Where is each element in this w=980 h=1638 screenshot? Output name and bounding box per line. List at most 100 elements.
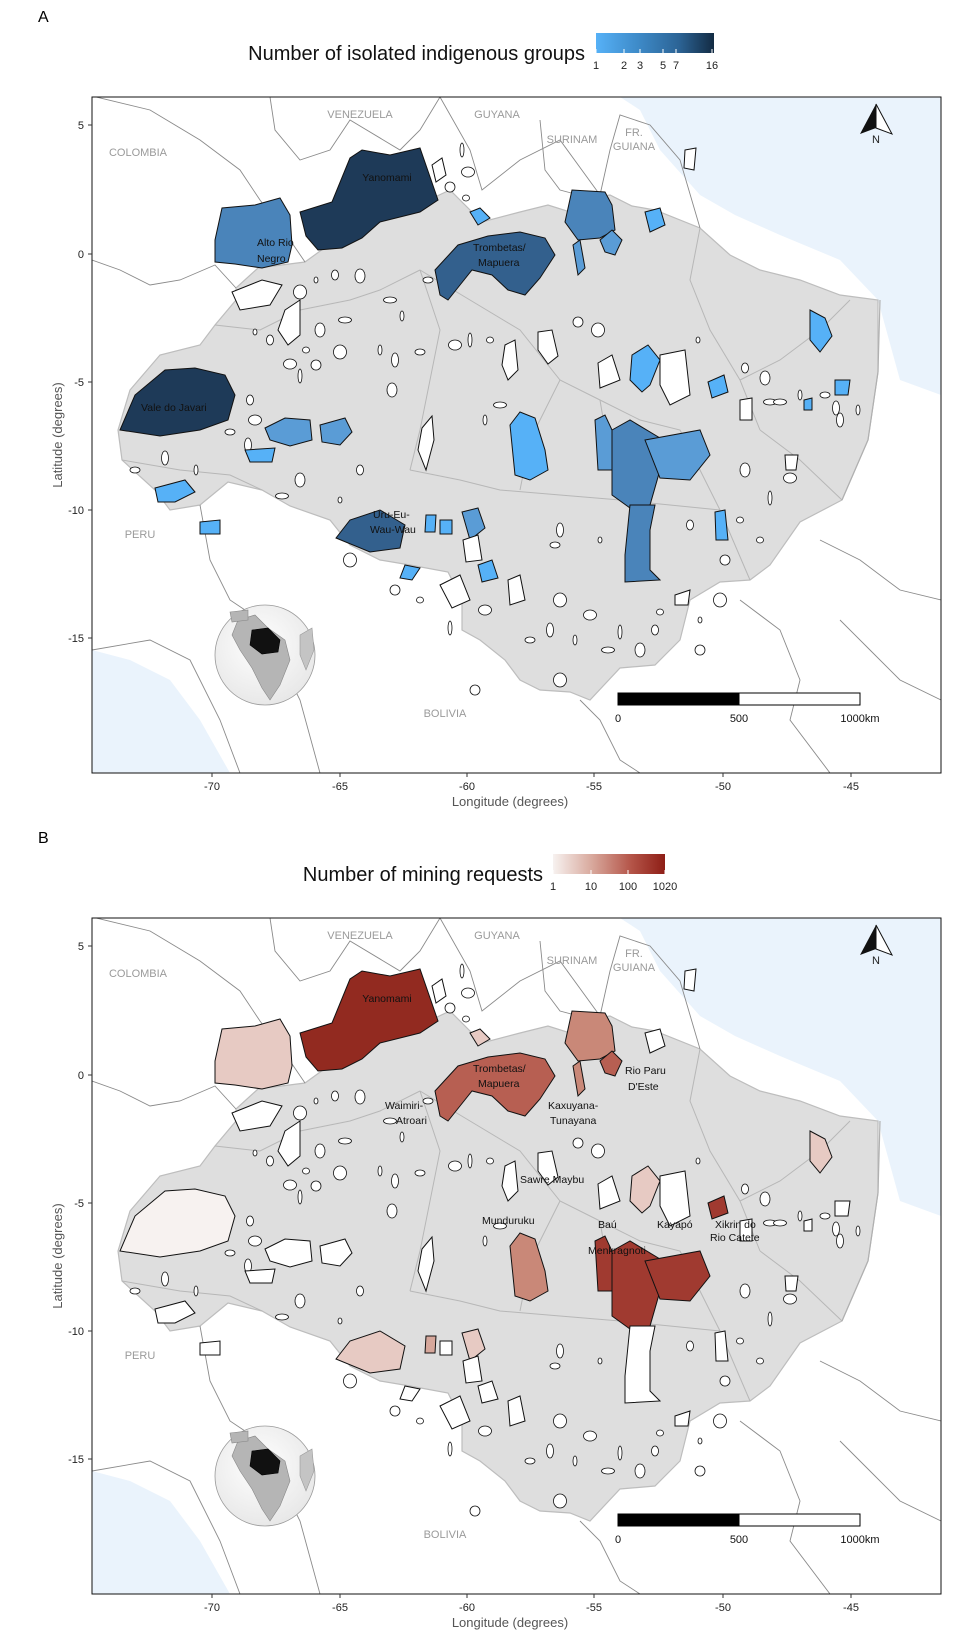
territory-plain-5 (277, 1120, 301, 1167)
panel-letter: B (38, 830, 49, 847)
country-label: VENEZUELA (327, 930, 393, 942)
small-territory (399, 310, 405, 322)
x-tick-label: -50 (715, 781, 731, 793)
territory-awa-2 (803, 397, 813, 411)
y-tick-label: 5 (78, 120, 84, 132)
territory-capoto (624, 504, 662, 583)
territory-acre-1 (244, 1268, 276, 1284)
legend-tick-label: 2 (621, 60, 627, 72)
small-territory (759, 370, 771, 386)
map: VENEZUELA GUYANA SURINAM FR. GUIANA COLOMBIA P… (92, 97, 941, 773)
legend-tick-label: 7 (673, 60, 679, 72)
small-territory (252, 1149, 258, 1157)
territory-plain-8 (439, 574, 471, 609)
small-territory (448, 1160, 462, 1172)
state-border (759, 1250, 843, 1322)
territory-label: Vale do Javari (141, 402, 207, 414)
small-territory (383, 296, 397, 304)
coastline (841, 299, 881, 501)
small-territory (482, 414, 488, 426)
country-label: SURINAM (547, 955, 598, 967)
territory-uru-eu-wau-wau (335, 509, 406, 553)
territory-kayapo (644, 429, 711, 481)
small-territory (297, 1189, 303, 1205)
territory-label: Munduruku (482, 1215, 535, 1227)
territory-label: Wau-Wau (370, 524, 416, 536)
small-territory (553, 592, 567, 608)
territory-arawete (629, 344, 661, 393)
territory-jari (644, 1028, 666, 1054)
legend-tick-label: 1020 (653, 881, 677, 893)
north-label: N (872, 955, 880, 967)
territory-acre-3 (199, 519, 221, 535)
small-territory (836, 1233, 844, 1249)
x-tick-label: -65 (332, 781, 348, 793)
small-territory (129, 466, 141, 474)
state-border (419, 1090, 641, 1242)
country-label: BOLIVIA (424, 708, 467, 720)
country-label: GUYANA (474, 109, 520, 121)
territory-plain-7 (659, 1170, 691, 1227)
x-tick-label: -55 (586, 781, 602, 793)
globe-central-america (229, 1430, 249, 1444)
legend-tick-label: 3 (637, 60, 643, 72)
small-territory (493, 1222, 507, 1230)
territory-label: Rio Paru (625, 1065, 666, 1077)
globe-amazon-highlight (249, 627, 281, 655)
small-territory (459, 963, 465, 979)
small-territory (313, 1097, 319, 1105)
small-territory (354, 1089, 366, 1105)
small-territory (386, 1203, 398, 1219)
territory-kaxuyana (572, 1060, 586, 1098)
small-territory (294, 1293, 306, 1309)
country-border (92, 1080, 237, 1110)
small-territory (819, 391, 831, 399)
legend-tick-label: 16 (706, 60, 718, 72)
small-territory (556, 522, 564, 538)
small-territory (486, 336, 494, 344)
small-territory (469, 684, 481, 696)
y-tick-label: -5 (74, 377, 84, 389)
small-territory (739, 1283, 751, 1299)
small-territory (546, 1443, 554, 1459)
small-territory (461, 166, 475, 178)
small-territory (686, 1340, 694, 1352)
scale-bar-black (617, 1513, 740, 1527)
country-label: PERU (125, 529, 156, 541)
small-territory (266, 334, 274, 346)
small-territory (478, 604, 492, 616)
territory-javari-east (264, 417, 313, 447)
territory-capoto (624, 1325, 662, 1404)
y-tick-label: 5 (78, 941, 84, 953)
territory-xikrin (707, 374, 729, 399)
territory-trombetas-mapuera (434, 1052, 556, 1122)
small-territory (399, 1131, 405, 1143)
small-territory (572, 1455, 578, 1467)
territory-label: Waimiri- (385, 1100, 424, 1112)
x-tick-label: -45 (843, 1602, 859, 1614)
small-territory (161, 1271, 169, 1287)
small-territory (343, 552, 357, 568)
small-territory (478, 1425, 492, 1437)
territory-rio-paru-2 (599, 1050, 623, 1077)
country-label: VENEZUELA (327, 109, 393, 121)
territory-plain-6 (597, 1175, 621, 1210)
legend: Number of isolated indigenous groups 1 2 3 5… (248, 33, 718, 72)
territory-alto-rio-negro (214, 197, 293, 269)
small-territory (767, 1311, 773, 1327)
territory-label: Uru-Eu- (373, 509, 410, 521)
country-label: BOLIVIA (424, 1529, 467, 1541)
territory-tapayuna-4 (477, 559, 499, 583)
small-territory (553, 672, 567, 688)
small-territory (314, 1143, 326, 1159)
country-border (439, 97, 601, 196)
small-territory (283, 358, 297, 370)
small-territory (356, 1285, 364, 1297)
territory-waiwai (469, 1028, 491, 1047)
territory-bananal (714, 509, 729, 541)
small-territory (293, 1105, 307, 1121)
small-territory (275, 492, 289, 500)
small-territory (383, 1117, 397, 1125)
small-territory (651, 1445, 659, 1457)
small-territory (129, 1287, 141, 1295)
